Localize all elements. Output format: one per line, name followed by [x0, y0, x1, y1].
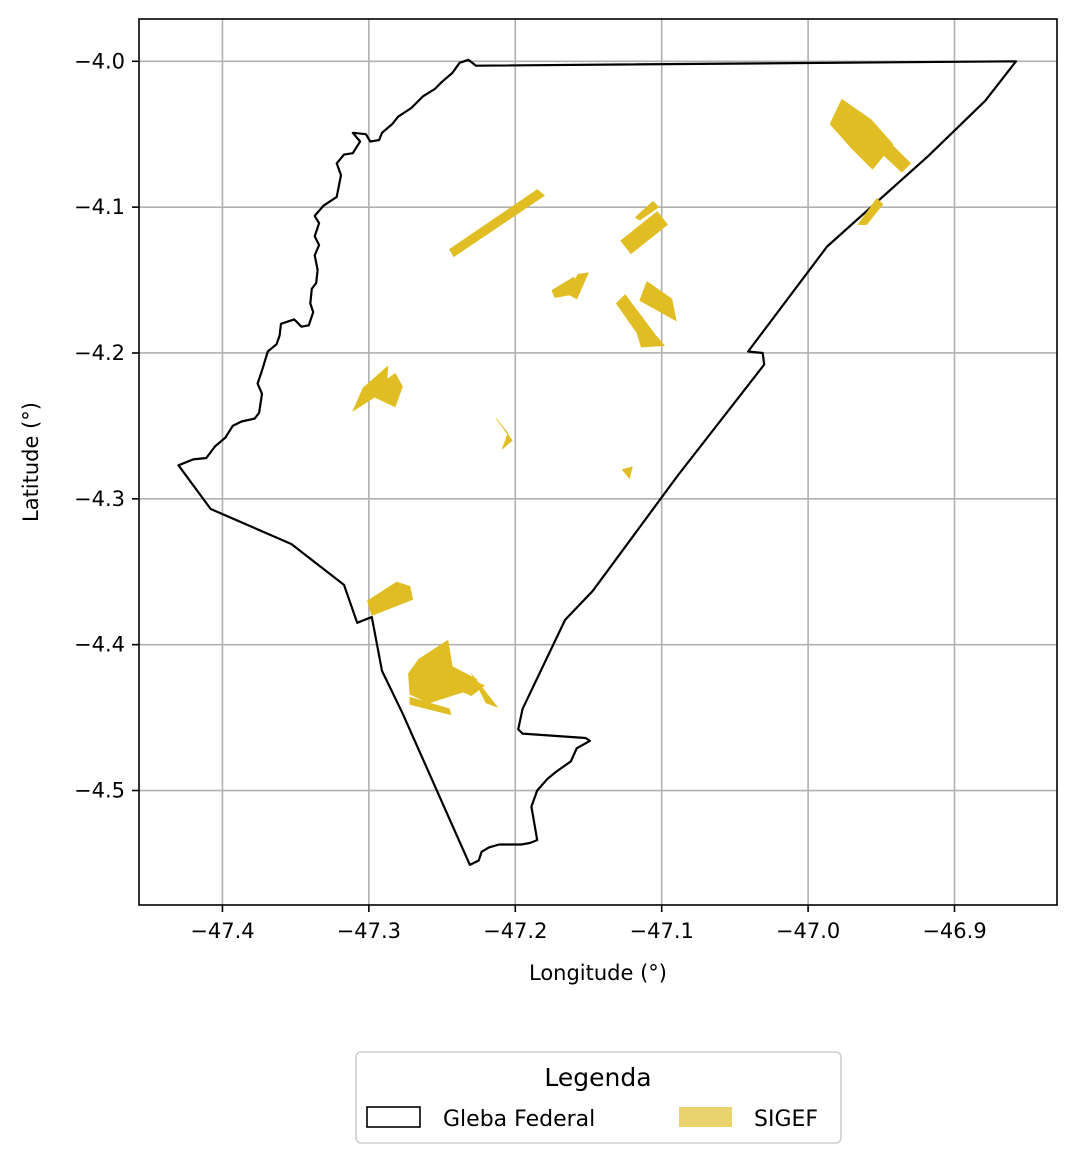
legend: Legenda Gleba Federal SIGEF	[355, 1051, 842, 1144]
x-axis-ticks: −47.4 −47.3 −47.2 −47.1 −47.0 −46.9	[190, 905, 987, 943]
legend-label-gleba-federal: Gleba Federal	[443, 1107, 595, 1132]
sigef-parcel	[635, 201, 660, 221]
sigef-parcel	[551, 276, 580, 298]
legend-swatch-sigef	[679, 1107, 732, 1127]
sigef-parcel	[829, 98, 894, 170]
sigef-parcel	[639, 281, 677, 322]
y-tick-label: −4.1	[74, 195, 125, 219]
x-tick-label: −47.3	[337, 919, 401, 943]
legend-label-sigef: SIGEF	[754, 1107, 818, 1132]
sigef-parcel	[620, 211, 668, 255]
sigef-parcel	[471, 673, 498, 708]
legend-title: Legenda	[544, 1063, 651, 1092]
x-tick-label: −47.0	[776, 919, 840, 943]
sigef-parcel	[367, 581, 414, 616]
sigef-parcel	[367, 373, 403, 408]
y-axis-label: Latitude (°)	[19, 402, 43, 522]
x-tick-label: −47.4	[190, 919, 254, 943]
x-axis-label: Longitude (°)	[529, 961, 667, 985]
y-tick-label: −4.0	[74, 49, 125, 73]
map-features	[177, 58, 1018, 866]
axes-frame	[138, 18, 1058, 906]
sigef-parcel	[495, 418, 513, 450]
legend-swatch-gleba-federal	[366, 1106, 421, 1128]
y-tick-label: −4.2	[74, 341, 125, 365]
gleba-federal-boundary	[177, 58, 1018, 866]
y-tick-label: −4.4	[74, 633, 125, 657]
sigef-parcel	[409, 696, 452, 715]
x-tick-label: −47.1	[630, 919, 694, 943]
y-tick-label: −4.3	[74, 487, 125, 511]
sigef-parcel	[879, 136, 911, 173]
sigef-parcel	[857, 198, 884, 225]
y-tick-label: −4.5	[74, 779, 125, 803]
x-tick-label: −47.2	[483, 919, 547, 943]
y-axis-ticks: −4.0 −4.1 −4.2 −4.3 −4.4 −4.5	[74, 49, 139, 803]
sigef-parcel	[621, 466, 633, 479]
sigef-parcel	[616, 294, 665, 348]
grid-lines	[139, 19, 1057, 905]
sigef-parcel	[449, 189, 545, 257]
x-tick-label: −46.9	[922, 919, 986, 943]
